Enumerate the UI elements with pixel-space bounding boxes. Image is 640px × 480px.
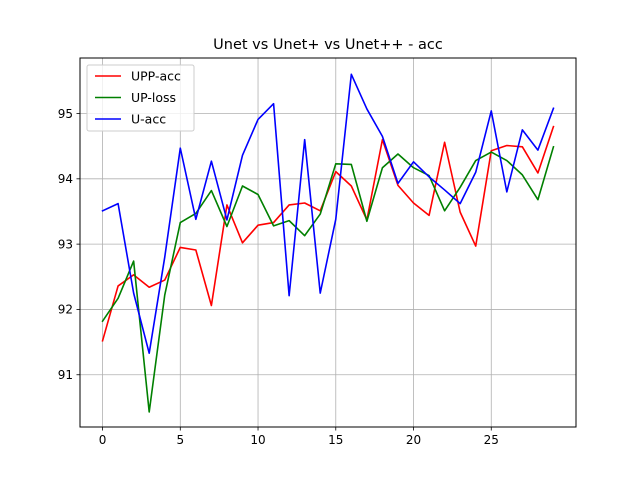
legend-box <box>86 64 195 132</box>
series-lines <box>101 73 555 413</box>
axis-ticks: 0 5 10 15 20 25 91 92 93 94 95 <box>58 107 499 447</box>
x-tick-label: 10 <box>250 433 265 447</box>
x-tick-label: 25 <box>484 433 499 447</box>
series-line-upp-acc <box>101 125 555 342</box>
legend-label: UPP-acc <box>131 69 181 84</box>
plot-frame <box>79 57 577 428</box>
y-tick-label: 92 <box>58 303 73 317</box>
y-tick-label: 95 <box>58 107 73 121</box>
legend-label: U-acc <box>131 112 166 127</box>
series-line-u-acc <box>101 73 555 355</box>
legend-label: UP-loss <box>131 90 176 105</box>
chart-title: Unet vs Unet+ vs Unet++ - acc <box>213 37 443 53</box>
legend: UPP-acc UP-loss U-acc <box>86 64 195 132</box>
y-tick-label: 94 <box>58 172 73 186</box>
y-tick-label: 91 <box>58 368 73 382</box>
y-tick-label: 93 <box>58 237 73 251</box>
x-tick-label: 5 <box>176 433 184 447</box>
x-tick-label: 20 <box>406 433 421 447</box>
x-tick-label: 0 <box>99 433 107 447</box>
x-tick-label: 15 <box>328 433 343 447</box>
